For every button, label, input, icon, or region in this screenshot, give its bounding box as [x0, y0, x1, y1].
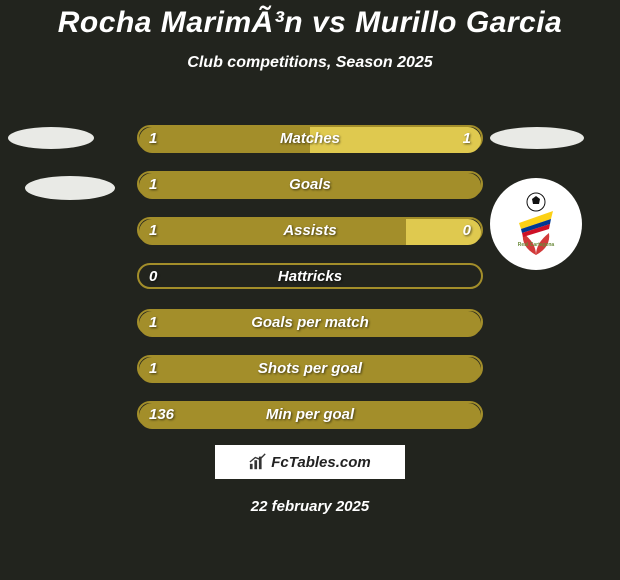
footer-date: 22 february 2025: [0, 498, 620, 515]
stat-row: 136Min per goal: [137, 401, 483, 427]
stat-label: Goals per match: [139, 311, 481, 333]
right-ellipse-1: [490, 127, 584, 149]
club-badge-svg: Real Cartagena: [501, 189, 571, 259]
stat-label: Shots per goal: [139, 357, 481, 379]
stat-label: Hattricks: [139, 265, 481, 287]
stat-label: Matches: [139, 127, 481, 149]
page-title: Rocha MarimÃ³n vs Murillo Garcia: [0, 0, 620, 40]
bar-chart-icon: [249, 453, 267, 471]
club-badge-label: Real Cartagena: [518, 242, 555, 248]
footer-brand-box: FcTables.com: [215, 445, 405, 479]
left-ellipse-1: [8, 127, 94, 149]
left-ellipse-2: [25, 176, 115, 200]
stat-row: 1Goals: [137, 171, 483, 197]
brand-text: FcTables.com: [271, 454, 370, 471]
stat-rows: 11Matches 1Goals 10Assists 0Hattricks 1Goals…: [137, 125, 483, 447]
club-badge: Real Cartagena: [490, 178, 582, 270]
stat-row: 11Matches: [137, 125, 483, 151]
subtitle: Club competitions, Season 2025: [0, 54, 620, 72]
stat-row: 1Goals per match: [137, 309, 483, 335]
stat-label: Assists: [139, 219, 481, 241]
stat-label: Goals: [139, 173, 481, 195]
stat-row: 0Hattricks: [137, 263, 483, 289]
stat-label: Min per goal: [139, 403, 481, 425]
stat-row: 1Shots per goal: [137, 355, 483, 381]
stat-row: 10Assists: [137, 217, 483, 243]
